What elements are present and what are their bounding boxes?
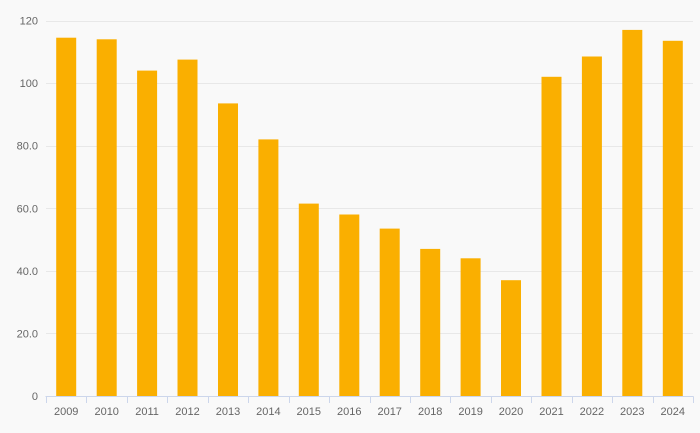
y-axis-label: 0 <box>32 391 38 403</box>
y-axis-label: 100 <box>20 78 38 90</box>
bar <box>56 37 77 396</box>
bar <box>460 258 481 396</box>
bar <box>622 29 643 397</box>
bar <box>379 228 400 396</box>
y-axis-label: 80.0 <box>17 141 38 153</box>
x-axis-label: 2014 <box>256 406 280 418</box>
x-axis-label: 2018 <box>418 406 442 418</box>
bar <box>662 40 683 397</box>
x-axis-label: 2012 <box>175 406 199 418</box>
x-axis-label: 2010 <box>94 406 118 418</box>
x-axis-label: 2022 <box>580 406 604 418</box>
x-axis-label: 2015 <box>297 406 321 418</box>
x-axis-label: 2017 <box>377 406 401 418</box>
x-axis-label: 2023 <box>620 406 644 418</box>
x-axis-label: 2021 <box>539 406 563 418</box>
x-axis-label: 2016 <box>337 406 361 418</box>
bar <box>581 56 602 396</box>
y-axis-label: 60.0 <box>17 203 38 215</box>
bar <box>137 70 158 396</box>
x-axis-label: 2020 <box>499 406 523 418</box>
bar <box>541 76 562 397</box>
x-axis-label: 2024 <box>661 406 685 418</box>
y-axis-label: 120 <box>20 16 38 28</box>
bar <box>420 248 441 396</box>
bar <box>501 280 521 396</box>
x-axis-label: 2013 <box>216 406 240 418</box>
y-axis-label: 20.0 <box>17 328 38 340</box>
bar <box>339 214 360 396</box>
bar <box>258 139 279 396</box>
bar <box>298 203 319 396</box>
y-axis-label: 40.0 <box>17 266 38 278</box>
bar <box>218 103 238 397</box>
x-axis-label: 2009 <box>54 406 78 418</box>
x-axis-label: 2011 <box>135 406 159 418</box>
bar <box>177 59 198 396</box>
bar <box>96 39 117 397</box>
x-axis-label: 2019 <box>458 406 482 418</box>
